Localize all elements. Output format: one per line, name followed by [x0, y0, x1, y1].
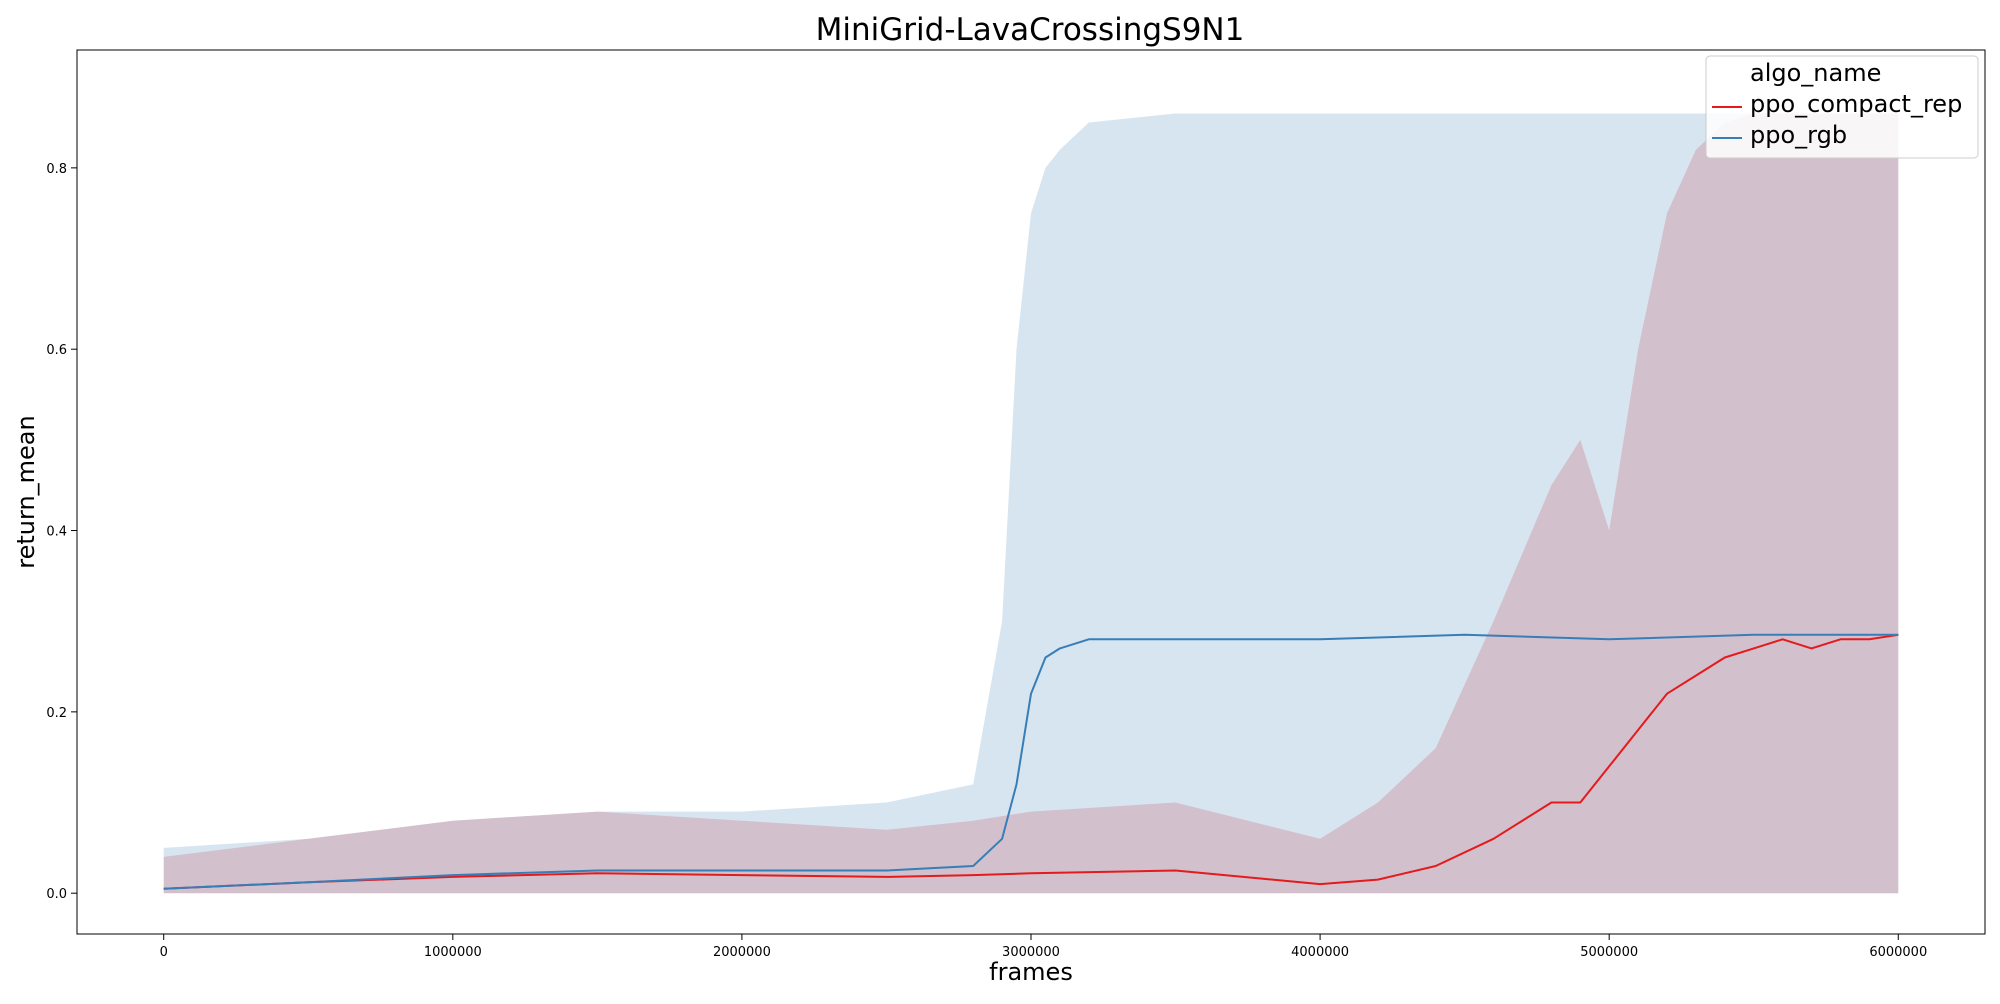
y-axis-ticks: 0.0 0.2 0.4 0.6 0.8: [46, 162, 77, 902]
legend-title: algo_name: [1750, 59, 1881, 87]
x-tick-label: 5000000: [1580, 945, 1638, 960]
x-tick-label: 0: [160, 945, 168, 960]
legend-label-ppo-rgb: ppo_rgb: [1750, 121, 1847, 149]
chart-title: MiniGrid-LavaCrossingS9N1: [816, 12, 1245, 48]
series-lines: [163, 633, 1899, 890]
x-tick-label: 2000000: [713, 945, 771, 960]
legend-label-ppo-compact-rep: ppo_compact_rep: [1750, 90, 1962, 118]
series-line-ppo-compact-rep: [163, 633, 1899, 890]
legend: algo_name ppo_compact_rep ppo_rgb: [1705, 55, 1979, 159]
x-tick-label: 4000000: [1291, 945, 1349, 960]
y-tick-label: 0.6: [46, 343, 67, 358]
y-axis-label: return_mean: [12, 415, 40, 568]
x-tick-label: 1000000: [424, 945, 482, 960]
y-tick-label: 0.4: [46, 525, 67, 540]
confidence-band-ppo-rgb: [163, 113, 1899, 894]
x-tick-label: 6000000: [1869, 945, 1927, 960]
confidence-bands: [163, 113, 1899, 894]
x-axis-label: frames: [989, 958, 1073, 986]
y-tick-label: 0.0: [46, 887, 67, 902]
series-line-ppo-rgb: [163, 633, 1899, 890]
y-tick-label: 0.8: [46, 162, 67, 177]
legend-box: [1705, 55, 1979, 159]
y-tick-label: 0.2: [46, 706, 67, 721]
x-tick-label: 3000000: [1002, 945, 1060, 960]
x-axis-ticks: 0 1000000 2000000 3000000 4000000 5000000 6000…: [160, 934, 1927, 960]
plot-area: [163, 113, 1899, 894]
confidence-band-ppo-compact-rep: [163, 113, 1899, 894]
